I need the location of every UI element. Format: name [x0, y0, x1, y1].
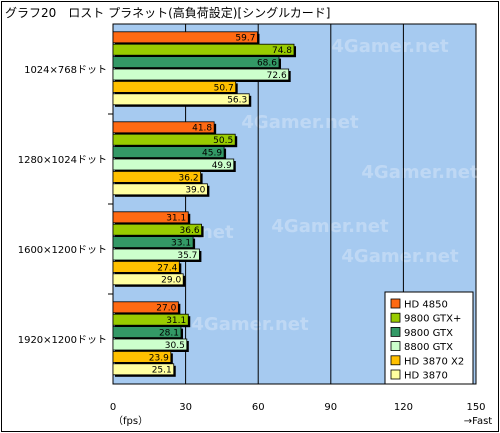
bar-value-label: 31.1 — [166, 214, 186, 224]
bar-value-label: 30.5 — [165, 341, 185, 351]
x-tick-label: 60 — [252, 402, 265, 413]
watermark-text: 4Gamer.net — [271, 216, 389, 237]
legend-swatch — [390, 369, 401, 380]
bar — [112, 170, 202, 183]
bar — [112, 56, 280, 68]
chart-title: グラフ20 ロスト プラネット(高負荷設定)[シングルカード] — [5, 6, 331, 20]
bar-value-label: 33.1 — [171, 239, 191, 249]
legend-swatch — [390, 355, 401, 366]
legend-swatch — [390, 312, 401, 323]
category-labels: 1024×768ドット 1280×1024ドット 1600×1200ドット 1920×… — [18, 65, 107, 346]
bar — [112, 301, 179, 314]
bar — [112, 183, 208, 196]
bar-value-label: 25.1 — [152, 366, 172, 376]
category-label: 1920×1200ドット — [18, 335, 107, 346]
bar-value-label: 41.8 — [192, 124, 212, 134]
legend-label: HD 4850 — [404, 300, 448, 311]
watermark-text: 4Gamer.net — [331, 36, 449, 57]
bar — [112, 93, 250, 106]
watermark-text: 4Gamer.net — [191, 314, 309, 335]
legend-swatch — [390, 298, 401, 309]
bar-value-label: 39.0 — [185, 186, 205, 196]
bar-value-label: 27.0 — [156, 304, 176, 314]
x-tick-labels: 0 30 60 90 120 150 — [110, 402, 486, 413]
legend-label: 8800 GTX — [404, 342, 453, 353]
bars-layer: 59.7 74.8 68.6 72.6 50.7 56.3 41.850.5 45.9 49.9… — [112, 31, 297, 377]
bar — [112, 68, 290, 81]
bar-value-label: 50.7 — [214, 83, 234, 93]
category-label: 1024×768ドット — [24, 65, 107, 76]
watermark-text: 4Gamer.net — [361, 162, 479, 183]
bar — [112, 273, 184, 286]
bar-value-label: 50.5 — [213, 136, 233, 146]
bar-value-label: 68.6 — [257, 59, 277, 69]
legend-swatch — [390, 326, 401, 337]
bar-value-label: 23.9 — [149, 353, 169, 363]
bar — [112, 223, 202, 236]
bar-value-label: 29.0 — [161, 276, 181, 286]
legend-label: 9800 GTX+ — [404, 314, 461, 325]
bar-value-label: 35.7 — [177, 251, 197, 261]
bar — [112, 326, 182, 339]
legend: HD 4850 9800 GTX+ 9800 GTX 8800 GTX HD 3870 … — [384, 291, 474, 385]
category-label: 1280×1024ドット — [18, 155, 107, 166]
bar — [112, 260, 180, 273]
bar-value-label: 36.2 — [179, 173, 199, 183]
bar — [112, 350, 172, 363]
bar-value-label: 59.7 — [235, 34, 255, 44]
bar — [112, 133, 236, 146]
bar-value-label: 28.1 — [159, 329, 179, 339]
bar-value-label: 27.4 — [157, 263, 177, 273]
bar-value-label: 36.6 — [180, 226, 200, 236]
bar-value-label: 72.6 — [267, 71, 287, 81]
bar-value-label: 31.1 — [166, 316, 186, 326]
bar-value-label: 49.9 — [212, 161, 232, 171]
legend-label: HD 3870 X2 — [404, 356, 464, 367]
watermark-text: 4Gamer.net — [341, 246, 459, 267]
bar-value-label: 74.8 — [272, 46, 292, 56]
bar — [112, 363, 175, 376]
x-axis-fast-label: →Fast — [464, 416, 493, 427]
legend-label: HD 3870 — [404, 371, 448, 382]
watermark-text: 4Gamer.net — [241, 112, 359, 133]
x-tick-label: 30 — [179, 402, 192, 413]
bar — [112, 313, 189, 326]
x-tick-label: 90 — [324, 402, 337, 413]
bar — [112, 31, 258, 44]
bar — [112, 158, 235, 171]
bar-value-label: 45.9 — [202, 149, 222, 159]
bar — [112, 338, 188, 351]
bar — [112, 236, 194, 249]
bar — [112, 146, 225, 159]
x-tick-label: 150 — [466, 402, 485, 413]
x-tick-label: 120 — [394, 402, 413, 413]
x-tick-label: 0 — [110, 402, 116, 413]
x-axis-label: （fps） — [113, 415, 148, 427]
bar — [112, 43, 295, 56]
bar — [112, 81, 237, 93]
bar — [112, 211, 189, 224]
bar — [112, 248, 200, 261]
legend-swatch — [390, 341, 401, 352]
bar-value-label: 56.3 — [227, 96, 247, 106]
bar — [112, 121, 215, 134]
category-label: 1600×1200ドット — [18, 245, 107, 256]
legend-label: 9800 GTX — [404, 328, 453, 339]
